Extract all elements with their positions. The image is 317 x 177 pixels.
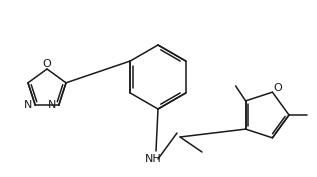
Text: NH: NH xyxy=(145,154,161,164)
Text: O: O xyxy=(42,59,51,69)
Text: O: O xyxy=(273,83,282,93)
Text: N: N xyxy=(24,100,32,110)
Text: N: N xyxy=(48,100,56,110)
